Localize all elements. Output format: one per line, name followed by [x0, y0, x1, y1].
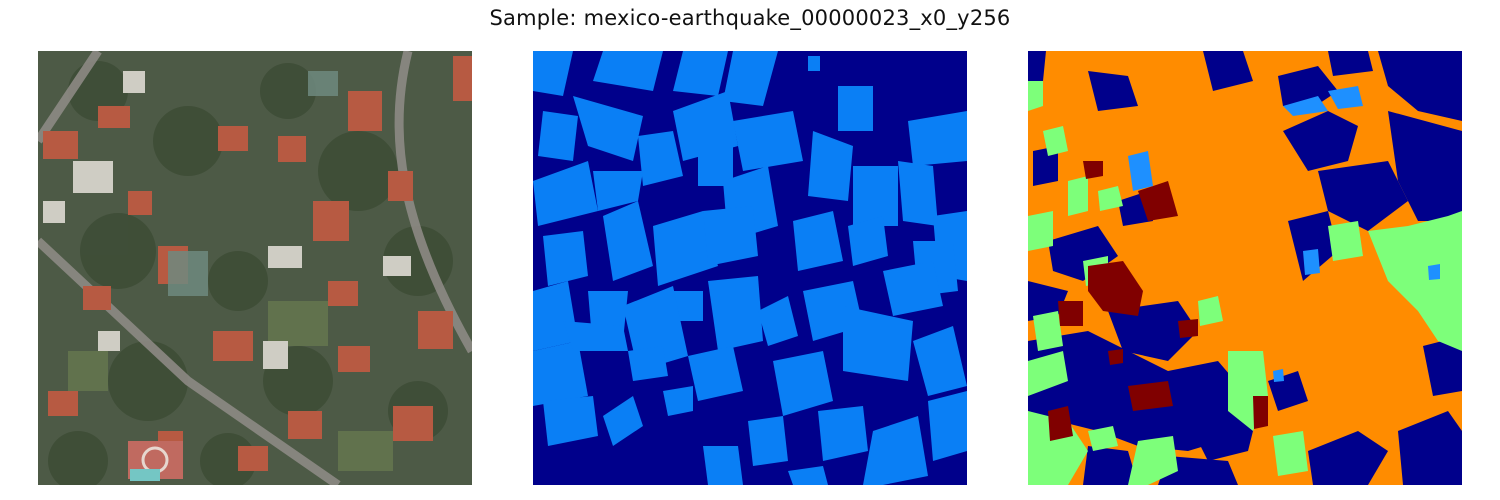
building-footprints: [533, 51, 967, 485]
red-roofs: [43, 56, 472, 471]
lawns: [68, 301, 393, 471]
prediction-map: [1028, 51, 1462, 485]
pred-lightblue-regions: [1128, 86, 1440, 382]
satellite-image-canvas: [38, 51, 472, 485]
satellite-image: [38, 51, 472, 485]
figure-title: Sample: mexico-earthquake_00000023_x0_y2…: [489, 6, 1011, 30]
prediction-map-canvas: [1028, 51, 1462, 485]
ground-truth-mask-canvas: [533, 51, 967, 485]
pred-navy-regions: [1028, 51, 1462, 485]
tree-canopy: [48, 61, 453, 485]
helipad: [128, 441, 183, 481]
grey-roofs: [168, 71, 338, 296]
ground-truth-mask: [533, 51, 967, 485]
pred-darkred-regions: [1048, 161, 1268, 441]
white-roofs: [43, 71, 411, 369]
